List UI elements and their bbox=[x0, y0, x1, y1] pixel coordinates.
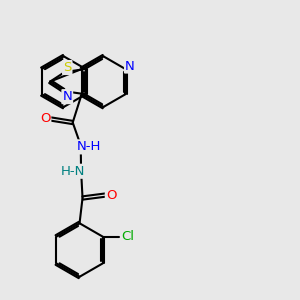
Text: O: O bbox=[40, 112, 50, 125]
Text: H-N: H-N bbox=[61, 165, 85, 178]
Text: N-H: N-H bbox=[77, 140, 101, 153]
Text: N: N bbox=[62, 90, 72, 103]
Text: O: O bbox=[106, 188, 116, 202]
Text: Cl: Cl bbox=[122, 230, 134, 243]
Text: S: S bbox=[63, 61, 71, 74]
Text: N: N bbox=[125, 59, 135, 73]
